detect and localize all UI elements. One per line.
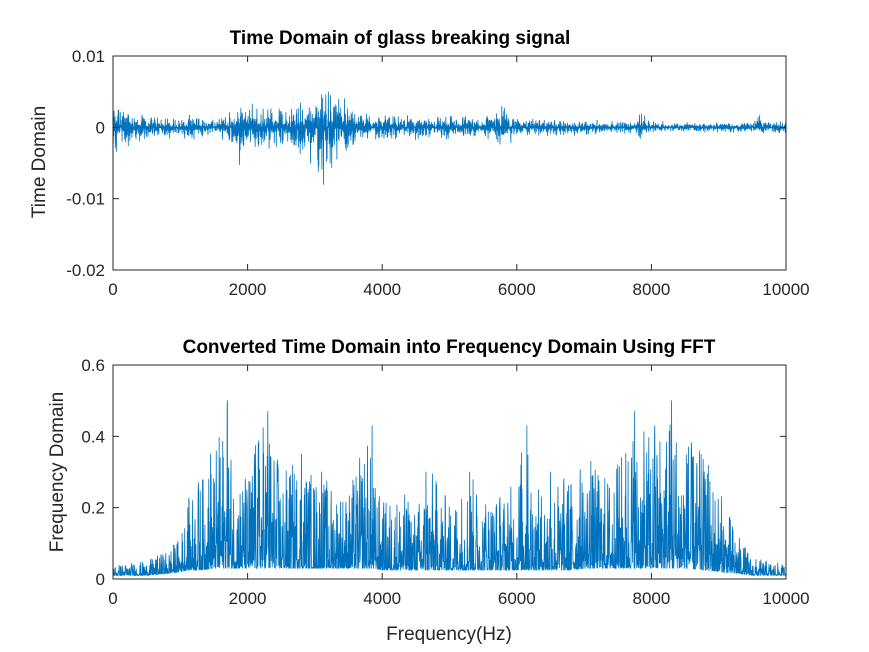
time-domain-title: Time Domain of glass breaking signal xyxy=(230,28,571,49)
x-tick-label: 6000 xyxy=(498,589,536,608)
x-tick-label: 4000 xyxy=(363,589,401,608)
x-tick-label: 8000 xyxy=(632,589,670,608)
frequency-domain-title: Converted Time Domain into Frequency Dom… xyxy=(183,337,716,358)
frequency-domain-trace xyxy=(112,400,787,576)
x-tick-label: 10000 xyxy=(762,589,809,608)
y-tick-label: 0 xyxy=(96,118,105,137)
time-domain-trace xyxy=(112,91,787,185)
x-tick-label: 6000 xyxy=(498,280,536,299)
signal-line xyxy=(112,400,787,576)
frequency-domain-axes-box xyxy=(112,364,787,580)
y-tick-label: 0.4 xyxy=(81,427,105,446)
x-tick-label: 0 xyxy=(108,589,117,608)
x-tick-label: 4000 xyxy=(363,280,401,299)
x-tick-label: 2000 xyxy=(229,280,267,299)
signal-line xyxy=(112,91,787,185)
frequency-domain-chart: Converted Time Domain into Frequency Dom… xyxy=(47,337,810,645)
time-domain-ylabel: Time Domain xyxy=(29,106,50,218)
y-tick-label: 0.01 xyxy=(72,47,105,66)
y-tick-label: 0.6 xyxy=(81,356,105,375)
y-tick-label: -0.01 xyxy=(66,190,105,209)
time-domain-chart: Time Domain of glass breaking signal Tim… xyxy=(29,28,810,299)
time-domain-axes-box xyxy=(112,55,787,271)
x-tick-label: 2000 xyxy=(229,589,267,608)
time-domain-ticks: 0 2000 4000 6000 8000 10000 -0.02 -0.01 0 0.01 xyxy=(66,47,809,299)
frequency-domain-ticks: 0 2000 4000 6000 8000 10000 0 0.2 0.4 0.6 xyxy=(81,356,809,608)
frequency-domain-ylabel: Frequency Domain xyxy=(47,392,68,553)
y-tick-label: 0 xyxy=(96,570,105,589)
frequency-domain-xlabel: Frequency(Hz) xyxy=(386,624,512,645)
x-tick-label: 0 xyxy=(108,280,117,299)
y-tick-label: -0.02 xyxy=(66,261,105,280)
x-tick-label: 8000 xyxy=(632,280,670,299)
x-tick-label: 10000 xyxy=(762,280,809,299)
y-tick-label: 0.2 xyxy=(81,499,105,518)
